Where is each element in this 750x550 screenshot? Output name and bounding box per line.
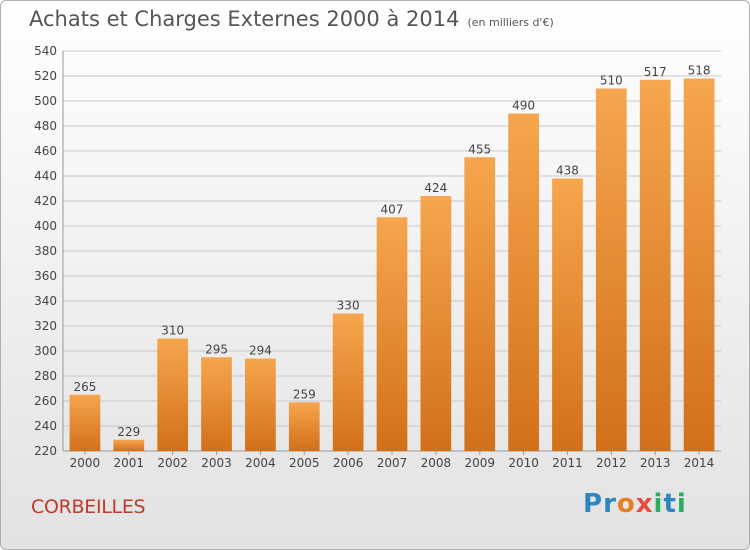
data-label: 455: [468, 142, 491, 156]
data-label: 510: [600, 74, 623, 88]
bar: [288, 402, 320, 451]
bar: [69, 394, 101, 451]
place-name: CORBEILLES: [31, 496, 146, 518]
data-label: 490: [512, 99, 535, 113]
data-label: 424: [424, 181, 447, 195]
data-label: 518: [688, 64, 711, 78]
y-tick-label: 540: [34, 44, 57, 58]
bar: [245, 358, 276, 451]
bar: [552, 178, 583, 451]
data-label: 229: [117, 425, 140, 439]
logo-letter: t: [663, 489, 677, 519]
bar: [595, 88, 627, 451]
y-tick-label: 440: [34, 169, 57, 183]
chart-unit: (en milliers d'€): [467, 16, 554, 29]
y-tick-label: 300: [34, 344, 57, 358]
x-tick-label: 2011: [552, 456, 583, 470]
logo-letter: o: [616, 489, 636, 519]
data-label: 330: [337, 299, 360, 313]
data-label: 259: [293, 387, 316, 401]
x-tick-label: 2008: [421, 456, 452, 470]
data-label: 407: [381, 202, 404, 216]
data-label: 294: [249, 344, 272, 358]
bar: [376, 217, 408, 451]
proxiti-logo: Proxiti: [583, 489, 687, 519]
chart-title: Achats et Charges Externes 2000 à 2014 (e…: [29, 7, 554, 31]
bar-layer: [69, 78, 715, 451]
x-tick-label: 2005: [289, 456, 320, 470]
y-tick-label: 340: [34, 294, 57, 308]
logo-letter: i: [676, 489, 687, 519]
y-tick-label: 520: [34, 69, 57, 83]
x-tick-label: 2009: [464, 456, 495, 470]
x-tick-label: 2006: [333, 456, 364, 470]
x-tick-label: 2003: [201, 456, 232, 470]
bar: [332, 313, 364, 451]
logo-letter: x: [635, 489, 654, 519]
x-tick-label: 2000: [70, 456, 101, 470]
y-tick-label: 460: [34, 144, 57, 158]
bar: [420, 196, 452, 451]
y-tick-label: 420: [34, 194, 57, 208]
y-tick-label: 240: [34, 419, 57, 433]
data-label: 265: [73, 380, 96, 394]
x-tick-label: 2001: [114, 456, 145, 470]
x-tick-label: 2004: [245, 456, 276, 470]
bar: [201, 357, 232, 451]
logo-letter: P: [583, 489, 604, 519]
bar: [639, 79, 671, 451]
y-tick-label: 400: [34, 219, 57, 233]
x-tick-label: 2012: [596, 456, 627, 470]
bar: [113, 439, 145, 451]
y-tick-label: 380: [34, 244, 57, 258]
y-tick-label: 220: [34, 444, 57, 458]
y-tick-label: 360: [34, 269, 57, 283]
bar: [683, 78, 715, 451]
y-tick-label: 280: [34, 369, 57, 383]
bar: [464, 157, 496, 451]
y-tick-label: 260: [34, 394, 57, 408]
x-tick-label: 2010: [508, 456, 539, 470]
logo-letter: i: [653, 489, 664, 519]
data-label: 310: [161, 324, 184, 338]
bar: [508, 113, 539, 451]
x-tick-label: 2002: [157, 456, 188, 470]
y-tick-label: 500: [34, 94, 57, 108]
data-label: 295: [205, 342, 228, 356]
x-tick-label: 2013: [640, 456, 671, 470]
logo-letter: r: [603, 489, 617, 519]
chart-title-text: Achats et Charges Externes 2000 à 2014: [29, 7, 460, 31]
bar: [157, 338, 189, 451]
axis-layer: 220 240 260 280 300 320 340 360 380 400 420 440 460 4…: [34, 44, 721, 470]
y-tick-label: 480: [34, 119, 57, 133]
data-label: 438: [556, 164, 579, 178]
data-label: 517: [644, 65, 667, 79]
x-tick-label: 2007: [377, 456, 408, 470]
y-tick-label: 320: [34, 319, 57, 333]
label-layer: 265 229 310 295 294 259 330 407 424 455 490 438 510 5…: [73, 64, 710, 439]
x-tick-label: 2014: [684, 456, 715, 470]
